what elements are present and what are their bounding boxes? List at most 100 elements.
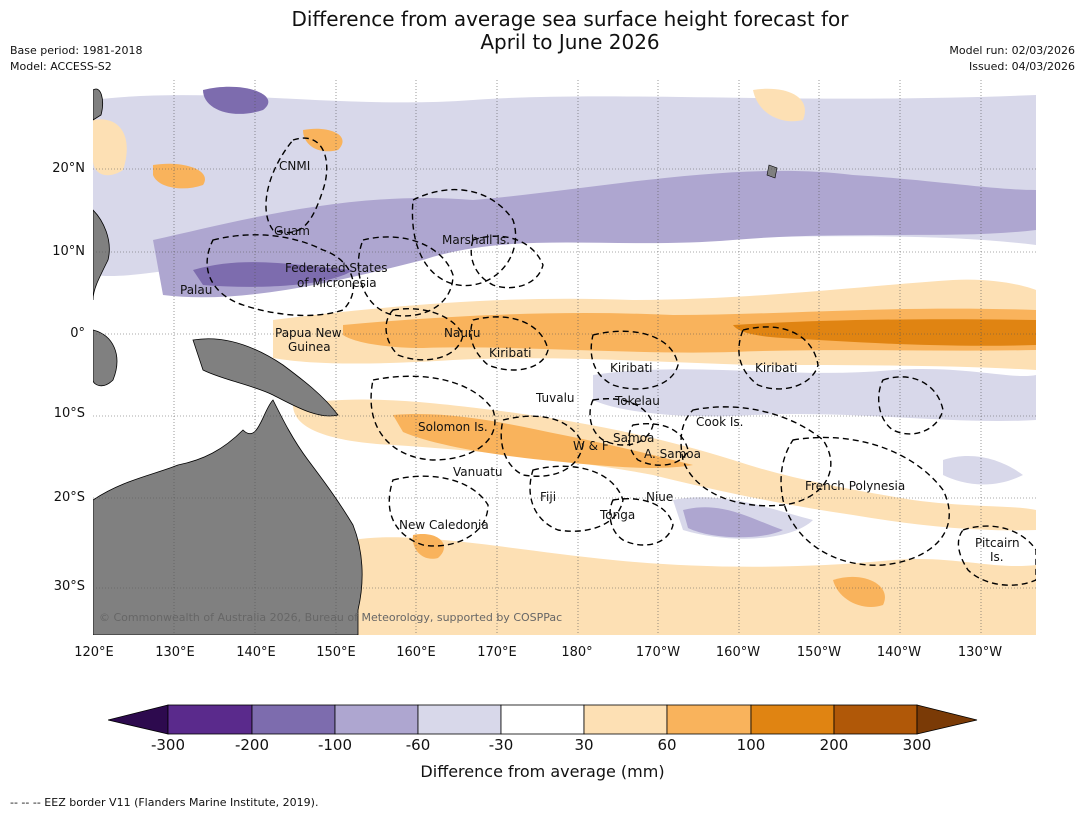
label-pitcairn-1: Pitcairn: [975, 536, 1020, 550]
label-cook: Cook Is.: [696, 415, 743, 429]
pos-light-ne: [753, 88, 805, 122]
pos-light-sw: [353, 537, 1036, 635]
meta-right: Model run: 02/03/2026 Issued: 04/03/2026: [949, 43, 1075, 75]
label-french-polynesia: French Polynesia: [805, 479, 905, 493]
label-new-caledonia: New Caledonia: [399, 518, 489, 532]
neg-strong-band: [193, 262, 353, 287]
eez-borders: [206, 137, 1036, 586]
sea-level-map: CNMI Guam Marshall Is. Federated States …: [93, 80, 1036, 635]
neg-light-ne: [943, 455, 1023, 485]
copyright-text: © Commonwealth of Australia 2026, Bureau…: [99, 611, 562, 624]
label-guam: Guam: [274, 224, 310, 238]
label-vanuatu: Vanuatu: [453, 465, 503, 479]
label-png-2: Guinea: [288, 340, 331, 354]
lat-label-0: 0°: [70, 326, 85, 341]
map-title-line2: April to June 2026: [480, 30, 660, 54]
lon-label-130e: 130°E: [155, 645, 195, 660]
new-guinea-land: [192, 338, 339, 417]
colorbar-label: Difference from average (mm): [420, 762, 665, 781]
negative-anomaly-layer: [93, 86, 1036, 539]
lon-label-180: 180°: [561, 645, 593, 660]
label-kiribati-w: Kiribati: [489, 346, 531, 360]
label-kiribati-c: Kiribati: [610, 361, 652, 375]
lat-label-30s: 30°S: [53, 579, 85, 594]
base-period-text: Base period: 1981-2018: [10, 44, 143, 57]
lon-label-170w: 170°W: [635, 645, 681, 660]
taiwan-land: [93, 88, 103, 121]
colorbar-tick-6: 30: [574, 736, 594, 754]
hawaii-land: [766, 164, 778, 179]
label-marshall: Marshall Is.: [442, 233, 510, 247]
pos-light-north-west: [93, 119, 127, 176]
colorbar-bin-3: [334, 704, 419, 735]
colorbar-tick-5: -30: [488, 736, 514, 754]
borneo-land: [93, 329, 118, 387]
lon-label-140e: 140°E: [236, 645, 276, 660]
colorbar-tick-9: 200: [819, 736, 849, 754]
lon-label-160w: 160°W: [715, 645, 761, 660]
colorbar-arrow-left: [108, 704, 169, 735]
label-tonga: Tonga: [599, 508, 635, 522]
lon-label-140w: 140°W: [876, 645, 922, 660]
label-fsm-1: Federated States: [285, 261, 387, 275]
colorbar-bin-2: [251, 704, 336, 735]
colorbar-bin-9: [833, 704, 918, 735]
neg-mid-south: [683, 507, 783, 538]
lon-label-150e: 150°E: [316, 645, 356, 660]
model-run-text: Model run: 02/03/2026: [949, 44, 1075, 57]
lon-label-150w: 150°W: [796, 645, 842, 660]
colorbar-bin-6: [583, 704, 668, 735]
pos-mid-south: [393, 414, 693, 468]
positive-anomaly-layer: [93, 88, 1036, 635]
eez-footnote: -- -- -- EEZ border V11 (Flanders Marine…: [10, 796, 319, 809]
neg-strong-north: [203, 86, 269, 114]
label-tuvalu: Tuvalu: [535, 391, 575, 405]
label-solomon: Solomon Is.: [418, 420, 488, 434]
colorbar-tick-4: -60: [405, 736, 431, 754]
lon-label-120e: 120°E: [74, 645, 114, 660]
label-cnmi: CNMI: [279, 159, 310, 173]
colorbar-tick-3: -100: [317, 736, 353, 754]
colorbar: [108, 704, 978, 735]
label-pitcairn-2: Is.: [990, 550, 1004, 564]
map-title-line1: Difference from average sea surface heig…: [291, 7, 849, 31]
meta-left: Base period: 1981-2018 Model: ACCESS-S2: [10, 43, 142, 75]
australia-land: [93, 399, 363, 635]
label-nauru: Nauru: [444, 326, 480, 340]
label-kiribati-e: Kiribati: [755, 361, 797, 375]
lon-label-170e: 170°E: [477, 645, 517, 660]
label-fiji: Fiji: [540, 490, 556, 504]
colorbar-tick-7: 60: [657, 736, 677, 754]
colorbar-bin-1: [167, 704, 253, 735]
philippines-land: [93, 209, 110, 301]
colorbar-tick-2: -200: [234, 736, 270, 754]
lat-label-20n: 20°N: [52, 161, 85, 176]
label-asamoa: A. Samoa: [644, 447, 701, 461]
lon-label-130w: 130°W: [957, 645, 1003, 660]
lon-label-160e: 160°E: [396, 645, 436, 660]
label-tokelau: Tokelau: [614, 394, 660, 408]
label-samoa: Samoa: [613, 431, 654, 445]
colorbar-bin-5: [500, 704, 585, 735]
colorbar-arrow-right: [916, 704, 978, 735]
label-palau: Palau: [180, 283, 212, 297]
pos-strong-equator: [733, 319, 1036, 346]
lat-label-10s: 10°S: [53, 406, 85, 421]
colorbar-bin-8: [750, 704, 835, 735]
pos-mid-nw2: [303, 128, 343, 152]
pos-mid-sw2: [412, 534, 444, 559]
pos-mid-north: [153, 163, 205, 189]
label-png-1: Papua New: [275, 326, 342, 340]
land-layer: [93, 88, 778, 635]
lat-label-20s: 20°S: [53, 490, 85, 505]
colorbar-tick-10: 300: [902, 736, 932, 754]
colorbar-tick-8: 100: [736, 736, 766, 754]
neg-mid-band: [153, 170, 1036, 298]
map-svg: CNMI Guam Marshall Is. Federated States …: [93, 80, 1036, 635]
colorbar-bin-4: [417, 704, 502, 735]
pos-mid-sw: [833, 576, 885, 608]
place-labels: CNMI Guam Marshall Is. Federated States …: [180, 159, 1020, 564]
label-wf: W & F: [573, 439, 609, 453]
model-text: Model: ACCESS-S2: [10, 60, 112, 73]
colorbar-tick-1: -300: [150, 736, 186, 754]
